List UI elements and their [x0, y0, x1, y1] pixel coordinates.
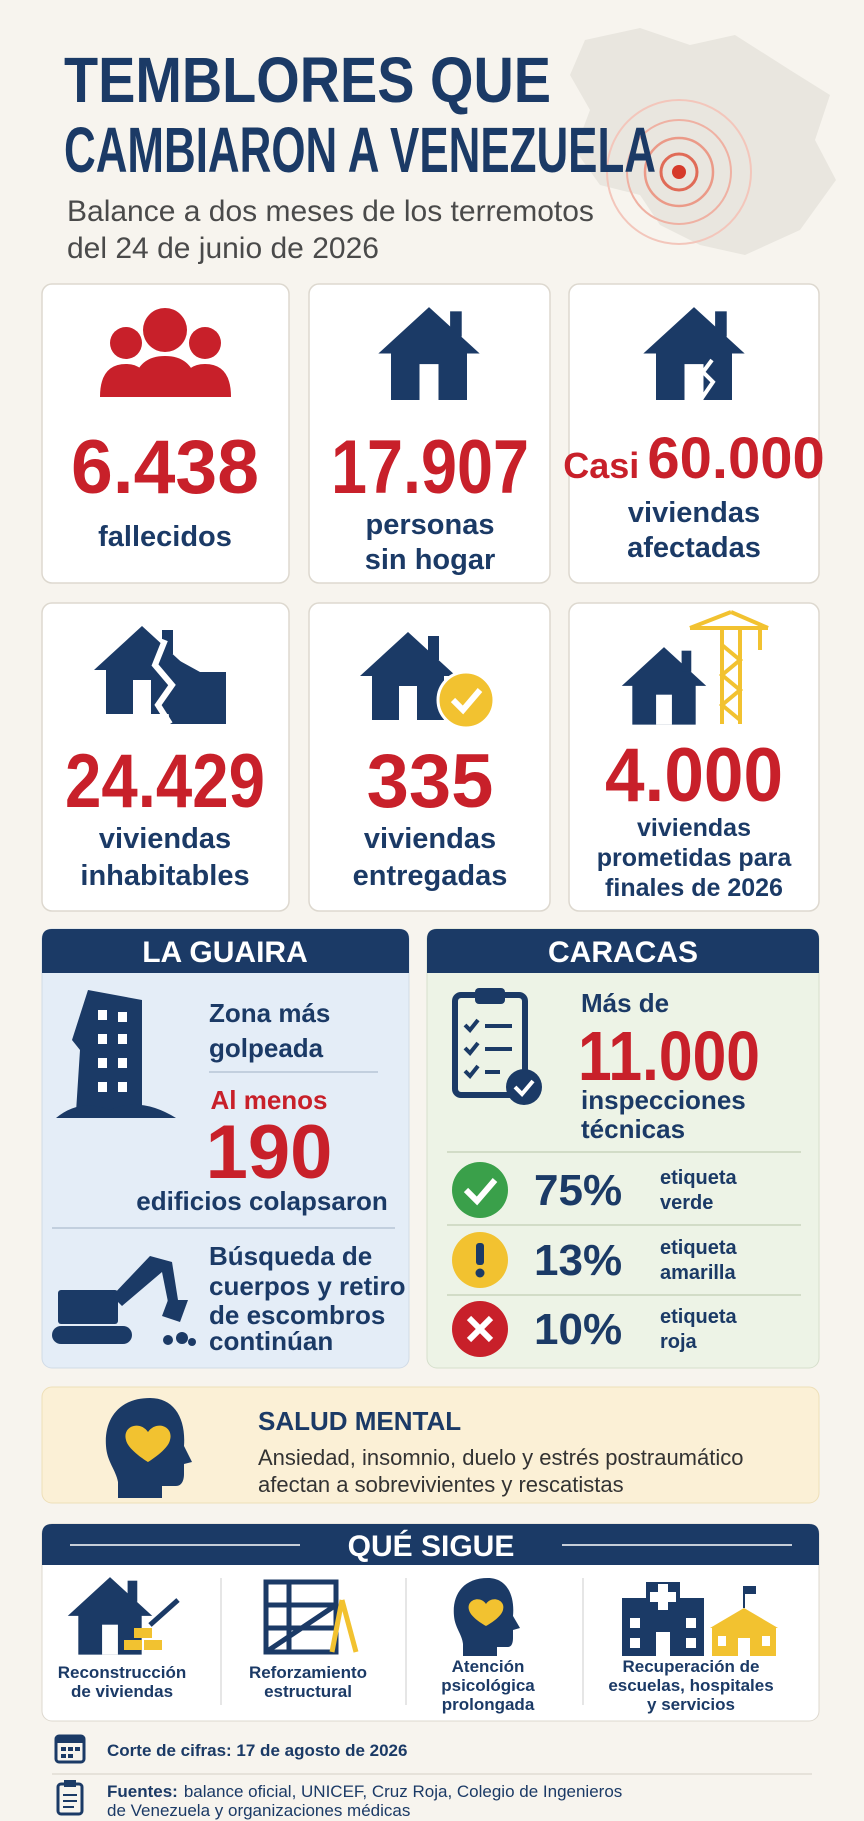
tag-label: amarilla	[660, 1262, 736, 1284]
inspections-prefix: Más de	[581, 988, 669, 1018]
tag-label: roja	[660, 1331, 698, 1353]
tag-label: verde	[660, 1192, 713, 1214]
stat-number: 6.438	[71, 425, 259, 510]
panel-title: CARACAS	[548, 936, 698, 969]
delivered-house-icon	[360, 632, 496, 730]
stat-prefix: Casi	[563, 445, 639, 486]
building-icon	[56, 990, 176, 1118]
title: TEMBLORES QUE	[64, 44, 551, 116]
services-icon	[622, 1582, 778, 1656]
excavator-icon	[52, 1256, 196, 1346]
stat-number-value: 60.000	[647, 426, 824, 491]
mental-health-text: Ansiedad, insomnio, duelo y estrés postr…	[258, 1445, 743, 1470]
sources-text: balance oficial, UNICEF, Cruz Roja, Cole…	[184, 1782, 622, 1801]
collapsed-house-icon	[94, 626, 226, 726]
search-text: cuerpos y retiro	[209, 1271, 406, 1301]
next-step-label: Recuperación de	[623, 1657, 760, 1676]
red-tag-icon	[452, 1301, 508, 1357]
tag-label: etiqueta	[660, 1167, 738, 1189]
stat-label: fallecidos	[98, 521, 232, 553]
next-step-label: prolongada	[442, 1695, 535, 1714]
next-steps-title: QUÉ SIGUE	[348, 1529, 515, 1563]
sources: Fuentes: balance oficial, UNICEF, Cruz Ro…	[107, 1782, 622, 1801]
green-tag-icon	[452, 1162, 508, 1218]
count-label: edificios colapsaron	[136, 1186, 387, 1216]
panel-title: LA GUAIRA	[142, 936, 308, 969]
stat-card	[41, 283, 290, 584]
search-text: continúan	[209, 1326, 333, 1356]
tag-percent: 75%	[534, 1166, 622, 1215]
stat-card	[308, 602, 551, 912]
stat-label: viviendas	[364, 823, 496, 855]
stat-label: personas	[366, 509, 495, 541]
tag-percent: 10%	[534, 1305, 622, 1354]
stat-label: viviendas	[99, 823, 231, 855]
panel-header	[42, 929, 409, 973]
scaffold-icon	[263, 1579, 359, 1655]
tag-label: etiqueta	[660, 1306, 738, 1328]
stat-number: 335	[367, 739, 494, 824]
stat-card	[41, 602, 290, 912]
stat-label: viviendas	[637, 814, 751, 842]
zone-text: Zona más	[209, 998, 330, 1028]
zone-text: golpeada	[209, 1033, 324, 1063]
count-prefix: Al menos	[210, 1085, 327, 1115]
stat-label: viviendas	[628, 497, 760, 529]
stat-card	[308, 283, 551, 584]
cracked-house-icon	[643, 307, 745, 400]
stat-label: afectadas	[627, 532, 761, 564]
tag-percent: 13%	[534, 1236, 622, 1285]
mental-health-title: SALUD MENTAL	[258, 1406, 461, 1436]
search-text: de escombros	[209, 1300, 385, 1330]
panel-header	[42, 1524, 819, 1565]
stat-number: 17.907	[331, 425, 529, 510]
next-step-label: Reforzamiento	[249, 1663, 367, 1682]
mental-health-text: afectan a sobrevivientes y rescatistas	[258, 1472, 624, 1497]
next-step-label: de viviendas	[71, 1682, 173, 1701]
inspections-label: inspecciones	[581, 1085, 746, 1115]
stat-number: 24.429	[65, 739, 265, 824]
map-decoration	[570, 28, 836, 255]
calendar-icon	[54, 1734, 86, 1764]
psych-icon	[453, 1578, 520, 1656]
next-step-label: estructural	[264, 1682, 352, 1701]
sources-text: de Venezuela y organizaciones médicas	[107, 1801, 410, 1820]
subtitle: del 24 de junio de 2026	[67, 232, 379, 265]
next-step-label: Atención	[452, 1657, 525, 1676]
stat-label: sin hogar	[365, 544, 496, 576]
people-icon	[100, 308, 231, 397]
construction-icon	[621, 610, 769, 725]
sources-icon	[56, 1780, 84, 1816]
stat-label: entregadas	[353, 860, 508, 892]
next-step-label: escuelas, hospitales	[608, 1676, 773, 1695]
tag-label: etiqueta	[660, 1237, 738, 1259]
next-step-label: Reconstrucción	[58, 1663, 186, 1682]
stat-number: Casi 60.000	[563, 426, 824, 491]
stat-label: prometidas para	[597, 844, 793, 872]
clipboard-icon	[452, 988, 542, 1105]
stat-card	[568, 283, 820, 584]
inspections-label: técnicas	[581, 1114, 685, 1144]
cutoff-date: Corte de cifras: 17 de agosto de 2026	[107, 1741, 407, 1760]
subtitle: Balance a dos meses de los terremotos	[67, 195, 594, 228]
next-step-label: y servicios	[647, 1695, 735, 1714]
head-heart-icon	[105, 1398, 192, 1498]
mental-health-panel	[41, 1386, 820, 1504]
search-text: Búsqueda de	[209, 1241, 372, 1271]
stat-label: finales de 2026	[605, 874, 783, 902]
yellow-tag-icon	[452, 1232, 508, 1288]
next-step-label: psicológica	[441, 1676, 535, 1695]
stat-label: inhabitables	[80, 860, 249, 892]
count-number: 190	[206, 1110, 333, 1195]
stat-number: 4.000	[605, 733, 783, 818]
rebuild-icon	[67, 1577, 180, 1655]
sources-label: Fuentes:	[107, 1782, 178, 1801]
title: CAMBIARON A VENEZUELA	[64, 114, 656, 186]
inspections-number: 11.000	[578, 1017, 760, 1095]
panel-header	[427, 929, 819, 973]
